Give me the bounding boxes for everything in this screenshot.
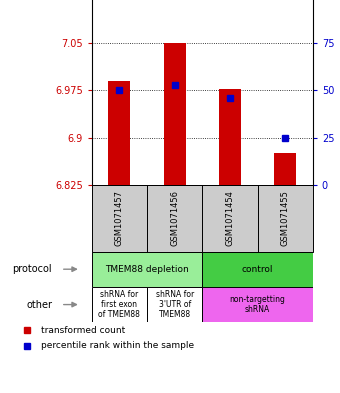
Bar [202, 185, 258, 252]
Text: TMEM88 depletion: TMEM88 depletion [105, 265, 189, 274]
Text: percentile rank within the sample: percentile rank within the sample [41, 342, 194, 350]
Bar [202, 287, 313, 322]
Bar [147, 287, 202, 322]
Bar [258, 185, 313, 252]
Text: GSM1071456: GSM1071456 [170, 190, 179, 246]
Text: protocol: protocol [12, 264, 52, 274]
Text: GSM1071454: GSM1071454 [225, 190, 234, 246]
Text: other: other [26, 299, 52, 310]
Bar [92, 252, 202, 287]
Text: transformed count: transformed count [41, 326, 125, 334]
Bar [202, 252, 313, 287]
Bar [274, 153, 296, 185]
Bar [92, 287, 147, 322]
Text: GSM1071455: GSM1071455 [281, 190, 290, 246]
Bar [92, 185, 147, 252]
Text: non-targetting
shRNA: non-targetting shRNA [230, 295, 286, 314]
Text: control: control [242, 265, 273, 274]
Text: shRNA for
first exon
of TMEM88: shRNA for first exon of TMEM88 [99, 290, 140, 320]
Bar [219, 88, 241, 185]
Bar [164, 43, 186, 185]
Bar [108, 81, 131, 185]
Text: GSM1071457: GSM1071457 [115, 190, 124, 246]
Text: shRNA for
3'UTR of
TMEM88: shRNA for 3'UTR of TMEM88 [156, 290, 194, 320]
Bar [147, 185, 202, 252]
